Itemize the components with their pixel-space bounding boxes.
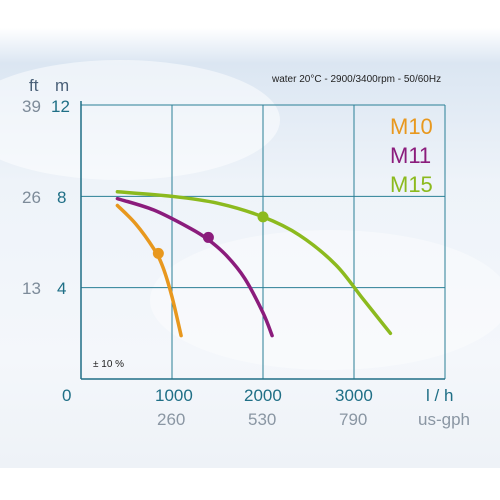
- x-tick-1000: 1000: [155, 386, 193, 405]
- operating-condition: water 20°C - 2900/3400rpm - 50/60Hz: [272, 74, 442, 85]
- y-tick-m-4: 4: [57, 279, 67, 298]
- axes: [80, 101, 445, 380]
- y-unit-m: m: [55, 76, 70, 95]
- x-tick-gph-790: 790: [339, 410, 368, 429]
- y-unit-ft: ft: [29, 76, 39, 95]
- x-unit-lh: l / h: [426, 386, 454, 405]
- series-line-m11: [115, 196, 274, 338]
- x-tick-0: 0: [62, 386, 72, 405]
- series-marker-m15: [257, 211, 269, 223]
- legend-m11: M11: [390, 143, 432, 168]
- x-unit-gph: us-gph: [418, 410, 470, 429]
- curves: [115, 190, 393, 338]
- series-marker-m11: [202, 231, 214, 243]
- legend-m15: M15: [390, 172, 433, 197]
- series-line-m15: [115, 190, 393, 336]
- y-tick-m-12: 12: [51, 97, 70, 116]
- y-tick-ft-39: 39: [22, 97, 41, 116]
- x-tick-gph-260: 260: [157, 410, 186, 429]
- grid: [81, 104, 446, 379]
- tolerance-note: ± 10 %: [93, 359, 125, 370]
- legend-m10: M10: [390, 114, 433, 139]
- x-tick-2000: 2000: [244, 386, 282, 405]
- y-tick-ft-13: 13: [22, 279, 41, 298]
- x-tick-gph-530: 530: [248, 410, 277, 429]
- series-marker-m10: [152, 247, 164, 259]
- y-tick-m-8: 8: [57, 188, 67, 207]
- x-tick-3000: 3000: [335, 386, 373, 405]
- y-tick-ft-26: 26: [22, 188, 41, 207]
